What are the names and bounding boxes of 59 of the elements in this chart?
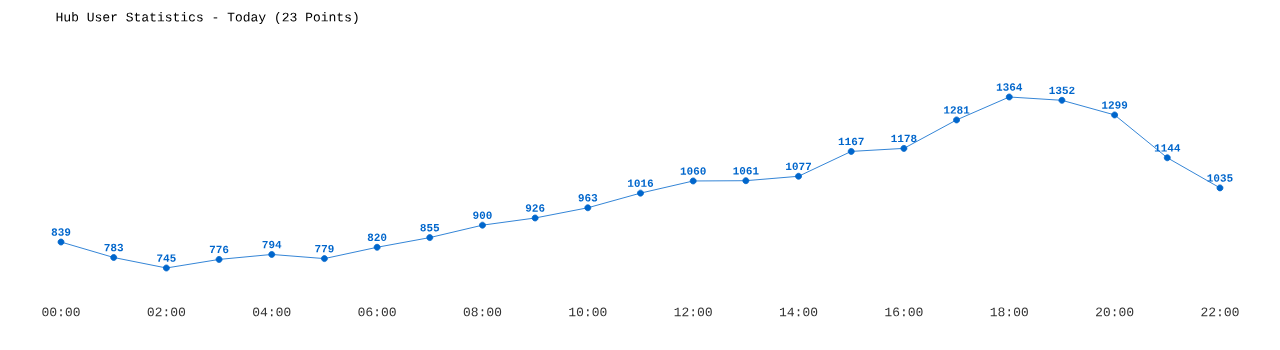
point [373,243,381,251]
point [1163,154,1171,162]
point [689,177,697,185]
x-tick-label: 10:00 [569,307,607,317]
data-label: 926 [525,204,545,212]
data-label: 839 [51,228,71,236]
data-label: 1016 [628,179,654,187]
point [1058,96,1066,104]
point [110,254,118,261]
data-label: 1061 [733,167,759,175]
x-tick-label: 04:00 [253,307,291,317]
x-tick-label: 12:00 [674,307,712,317]
point [1216,184,1224,192]
x-tick-label: 22:00 [1201,307,1239,317]
data-label: 779 [315,244,334,253]
data-label: 1281 [944,106,970,114]
data-label: 745 [157,254,176,262]
point [479,221,486,229]
point [426,234,434,241]
x-tick-label: 14:00 [779,307,818,317]
point [847,148,855,155]
point [900,144,908,152]
data-label: 1299 [1102,101,1128,109]
data-label: 1060 [680,167,706,175]
point [268,251,276,258]
x-tick-label: 20:00 [1096,307,1134,317]
point [742,177,750,185]
data-label: 820 [367,233,387,242]
data-label: 1035 [1207,174,1233,182]
data-label: 855 [420,223,440,232]
point [321,255,328,262]
data-label: 1167 [838,137,864,146]
x-tick-label: 16:00 [885,307,923,317]
point [1005,93,1013,101]
point [162,264,170,272]
data-label: 1144 [1154,144,1181,152]
data-label: 900 [473,211,492,219]
x-tick-label: 18:00 [990,307,1028,317]
data-label: 794 [262,240,282,249]
data-label: 1178 [891,134,917,143]
x-tick-label: 08:00 [463,307,502,317]
x-tick-label: 06:00 [358,307,396,317]
point [637,189,644,197]
point [57,238,65,246]
data-label: 963 [578,194,598,202]
data-label: 1352 [1049,86,1075,95]
point [584,204,592,212]
point [1111,111,1119,119]
x-tick-label: 02:00 [147,307,186,317]
point [215,256,223,263]
x-tick-label: 00:00 [42,307,80,317]
point [795,172,802,180]
data-label: 783 [104,243,124,252]
point [531,214,539,222]
data-label: 1077 [786,162,811,171]
point [953,116,960,124]
data-label: 1364 [996,83,1023,91]
chart-title: Hub User Statistics - Today (23 Points) [56,11,358,25]
data-label: 776 [209,245,229,254]
